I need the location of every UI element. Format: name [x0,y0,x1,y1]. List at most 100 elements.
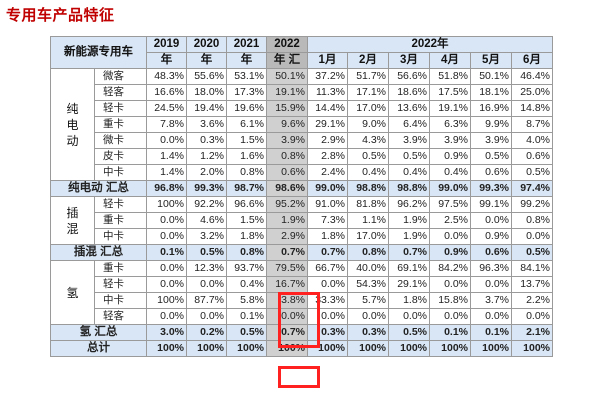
table-row: 纯电动 微客 48.3% 55.6% 53.1% 50.1% 37.2% 51.7% 56.6%… [50,68,553,181]
year-suffix-header: 年 汇 [266,52,308,69]
value-cell: 0.5% [470,148,512,165]
value-cell: 0.8% [226,244,267,261]
value-cell: 24.5% [146,100,187,117]
value-cell: 100% [226,340,267,357]
year-suffix-header: 年 [186,52,227,69]
value-cell: 7.8% [146,116,187,133]
value-cell: 0.7% [266,244,308,261]
table-row: 轻卡 0.0% 0.0% 0.4% 16.7% 0.0% 54.3% 29.1% 0.0% 0.0… [51,276,553,293]
category-text: 插混 [66,205,79,236]
value-cell: 0.3% [307,324,348,341]
sub-category-label: 轻卡 [94,100,147,117]
value-cell: 0.8% [226,164,267,181]
value-cell: 15.9% [266,100,308,117]
month-header: 3月 [388,52,430,69]
value-cell: 0.3% [186,132,227,149]
value-cell: 1.1% [347,212,389,229]
value-cell: 100% [307,340,348,357]
value-cell: 1.9% [266,212,308,229]
value-cell: 9.9% [470,116,512,133]
value-cell: 37.2% [307,68,348,85]
category-label: 纯电动 [50,68,95,181]
value-cell: 14.4% [307,100,348,117]
value-cell: 100% [511,340,553,357]
month-header: 4月 [429,52,471,69]
value-cell: 12.3% [186,260,227,277]
value-cell: 6.1% [226,116,267,133]
year-suffix-header: 年 [146,52,187,69]
value-cell: 0.0% [146,260,187,277]
value-cell: 5.7% [347,292,389,309]
sub-category-label: 皮卡 [94,148,147,165]
value-cell: 54.3% [347,276,389,293]
value-cell: 17.0% [347,228,389,245]
corner-header: 新能源专用车 [50,36,147,69]
value-cell: 56.6% [388,68,430,85]
value-cell: 100% [266,340,308,357]
value-cell: 0.4% [429,164,471,181]
value-cell: 1.8% [388,292,430,309]
value-cell: 40.0% [347,260,389,277]
value-cell: 2.9% [266,228,308,245]
value-cell: 1.4% [146,148,187,165]
value-cell: 0.5% [511,244,553,261]
value-cell: 3.9% [470,132,512,149]
year-header: 2020 [186,36,227,53]
value-cell: 0.0% [146,132,187,149]
value-cell: 29.1% [388,276,430,293]
value-cell: 96.8% [146,180,187,197]
category-label: 氢 [50,260,95,325]
value-cell: 3.9% [388,132,430,149]
value-cell: 3.8% [266,292,308,309]
value-cell: 98.8% [388,180,430,197]
value-cell: 3.7% [470,292,512,309]
value-cell: 0.0% [511,308,553,325]
value-cell: 0.8% [347,244,389,261]
value-cell: 3.0% [146,324,187,341]
value-cell: 100% [388,340,430,357]
value-cell: 0.0% [266,308,308,325]
value-cell: 0.0% [146,308,187,325]
value-cell: 0.1% [226,308,267,325]
value-cell: 97.4% [511,180,553,197]
value-cell: 0.0% [307,276,348,293]
value-cell: 2.5% [429,212,471,229]
value-cell: 5.8% [226,292,267,309]
value-cell: 6.3% [429,116,471,133]
sub-category-label: 重卡 [94,212,147,229]
value-cell: 0.5% [511,164,553,181]
month-header: 2月 [347,52,389,69]
highlight-box-hydrogen-total-2022 [278,366,320,388]
value-cell: 50.1% [266,68,308,85]
sub-category-label: 重卡 [94,116,147,133]
value-cell: 99.3% [186,180,227,197]
value-cell: 1.2% [186,148,227,165]
value-cell: 17.0% [347,100,389,117]
value-cell: 100% [146,196,187,213]
value-cell: 17.1% [347,84,389,101]
sub-category-label: 中卡 [94,292,147,309]
value-cell: 97.5% [429,196,471,213]
table-row: 中卡 100% 87.7% 5.8% 3.8% 33.3% 5.7% 1.8% 15.8% 3.7… [51,292,553,309]
value-cell: 0.0% [470,212,512,229]
value-cell: 0.6% [470,164,512,181]
sub-category-label: 轻客 [94,84,147,101]
sub-category-label: 微卡 [94,132,147,149]
value-cell: 0.1% [470,324,512,341]
value-cell: 50.1% [470,68,512,85]
value-cell: 1.5% [226,132,267,149]
value-cell: 0.5% [226,324,267,341]
value-cell: 0.9% [470,228,512,245]
value-cell: 9.6% [266,116,308,133]
table-row: 重卡 7.8% 3.6% 6.1% 9.6% 29.1% 9.0% 6.4% 6.3% 9.9% 8… [51,116,553,133]
value-cell: 19.4% [186,100,227,117]
month-header: 1月 [307,52,348,69]
value-cell: 0.5% [347,148,389,165]
value-cell: 3.6% [186,116,227,133]
value-cell: 0.9% [429,244,471,261]
value-cell: 1.5% [226,212,267,229]
value-cell: 16.9% [470,100,512,117]
value-cell: 66.7% [307,260,348,277]
value-cell: 0.7% [307,244,348,261]
value-cell: 0.0% [146,228,187,245]
